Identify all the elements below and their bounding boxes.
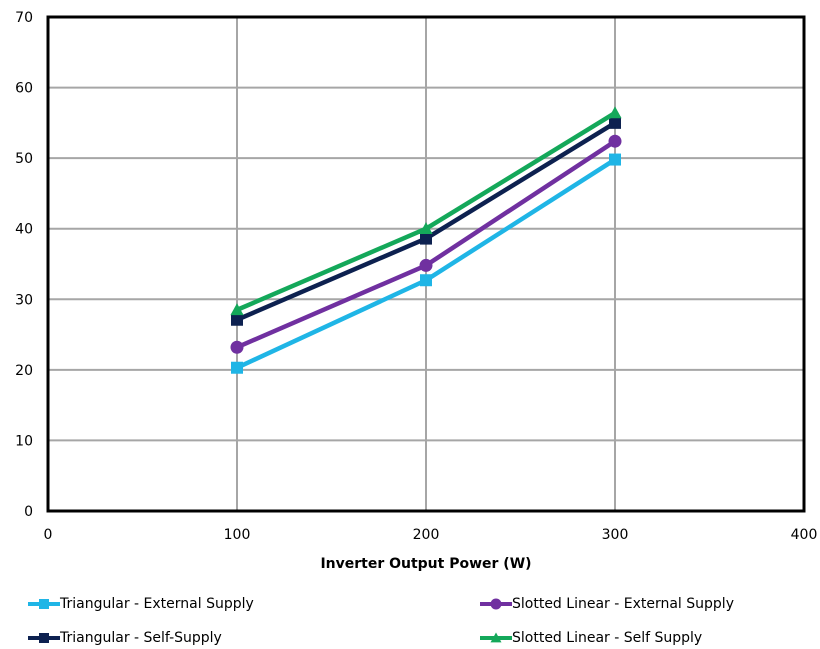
y-tick-label: 60 bbox=[15, 81, 33, 97]
legend-item: Slotted Linear - Self Supply bbox=[480, 627, 702, 649]
x-tick-label: 400 bbox=[791, 527, 818, 543]
legend: Triangular - External Supply Slotted Line… bbox=[0, 585, 820, 649]
data-point bbox=[608, 106, 622, 119]
x-axis-label: Inverter Output Power (W) bbox=[320, 556, 531, 572]
legend-marker bbox=[39, 599, 49, 609]
data-point bbox=[231, 313, 243, 326]
data-point bbox=[230, 340, 244, 354]
data-point bbox=[608, 134, 622, 148]
data-point bbox=[609, 116, 621, 129]
plot-frame bbox=[46, 15, 806, 513]
series-3 bbox=[231, 116, 621, 326]
series-1 bbox=[231, 153, 621, 374]
y-tick-label: 40 bbox=[15, 222, 33, 238]
series-layer bbox=[230, 106, 622, 374]
data-point bbox=[419, 258, 433, 272]
data-point bbox=[420, 232, 432, 245]
legend-label: Slotted Linear - External Supply bbox=[512, 596, 734, 612]
y-tick-label: 70 bbox=[15, 10, 33, 26]
data-point bbox=[230, 303, 244, 316]
legend-swatch bbox=[28, 633, 60, 643]
x-tick-label: 200 bbox=[413, 527, 440, 543]
series-2 bbox=[230, 134, 622, 354]
y-tick-label: 30 bbox=[15, 292, 33, 308]
legend-swatch bbox=[480, 598, 512, 610]
legend-label: Slotted Linear - Self Supply bbox=[512, 630, 703, 646]
legend-swatch bbox=[28, 599, 60, 609]
y-tick-label: 50 bbox=[15, 151, 33, 167]
legend-item: Triangular - Self-Supply bbox=[28, 627, 222, 649]
x-axis-ticks: 0 100 200 300 400 bbox=[44, 527, 818, 543]
x-tick-label: 100 bbox=[224, 527, 251, 543]
series-4 bbox=[230, 106, 622, 316]
legend-swatch bbox=[480, 632, 512, 643]
data-point bbox=[231, 361, 243, 374]
y-tick-label: 10 bbox=[15, 433, 33, 449]
x-tick-label: 0 bbox=[44, 527, 53, 543]
legend-label: Triangular - Self-Supply bbox=[60, 630, 222, 646]
legend-label: Triangular - External Supply bbox=[60, 596, 254, 612]
legend-item: Slotted Linear - External Supply bbox=[480, 593, 734, 615]
y-tick-label: 0 bbox=[24, 504, 33, 520]
y-tick-label: 20 bbox=[15, 363, 33, 379]
legend-marker bbox=[39, 633, 49, 643]
legend-marker bbox=[490, 632, 502, 643]
data-point bbox=[419, 222, 433, 234]
data-point bbox=[420, 274, 432, 287]
line-chart: 0 10 20 30 40 50 60 70 0 100 200 300 400 Inverter O… bbox=[15, 10, 818, 572]
data-point bbox=[609, 153, 621, 166]
grid-lines bbox=[48, 17, 804, 511]
legend-marker bbox=[490, 598, 502, 610]
y-axis-ticks: 0 10 20 30 40 50 60 70 bbox=[15, 10, 33, 520]
x-tick-label: 300 bbox=[602, 527, 629, 543]
legend-item: Triangular - External Supply bbox=[28, 593, 254, 615]
